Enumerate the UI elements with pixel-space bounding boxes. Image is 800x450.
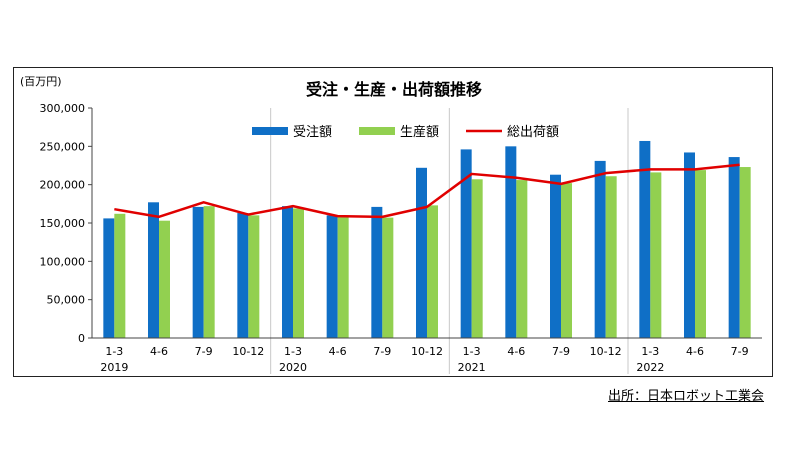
- x-tick-label: 10-12: [411, 345, 443, 358]
- bar-orders: [639, 140, 651, 338]
- bar-orders: [728, 157, 740, 338]
- year-dividers: [270, 108, 629, 374]
- y-tick-label: 50,000: [47, 294, 86, 307]
- x-tick-label: 1-3: [105, 345, 123, 358]
- legend-label: 生産額: [400, 124, 439, 140]
- x-tick-label: 1-3: [284, 345, 302, 358]
- x-tick-label: 7-9: [195, 345, 213, 358]
- x-tick-label: 7-9: [731, 345, 749, 358]
- y-unit-label: (百万円): [20, 75, 62, 88]
- bar-production: [203, 206, 215, 338]
- legend-swatch: [252, 127, 288, 135]
- bars: [103, 140, 751, 338]
- y-tick-label: 100,000: [40, 255, 86, 268]
- bar-orders: [192, 206, 204, 338]
- bar-orders: [237, 213, 249, 338]
- bar-production: [471, 179, 483, 338]
- y-tick-label: 0: [78, 332, 85, 345]
- x-tick-label: 10-12: [590, 345, 622, 358]
- y-tick-label: 250,000: [40, 140, 86, 153]
- chart-frame: (百万円) 受注・生産・出荷額推移 0 50,000 100,000 150,000 2…: [13, 67, 773, 377]
- bar-production: [695, 170, 706, 338]
- chart-title: 受注・生産・出荷額推移: [306, 80, 482, 99]
- bar-orders: [371, 206, 383, 338]
- y-axis-ticks: 0 50,000 100,000 150,000 200,000 250,000 300,0…: [40, 102, 92, 345]
- legend-label: 総出荷額: [507, 125, 559, 140]
- x-tick-label: 7-9: [373, 345, 391, 358]
- bar-production: [561, 183, 572, 338]
- bar-production: [248, 215, 260, 338]
- y-tick-label: 150,000: [40, 217, 86, 230]
- legend-swatch: [359, 127, 395, 135]
- x-tick-label: 1-3: [463, 345, 481, 358]
- x-tick-label: 4-6: [507, 345, 525, 358]
- x-tick-label: 7-9: [552, 345, 570, 358]
- x-tick-label: 4-6: [686, 345, 704, 358]
- bar-orders: [505, 146, 517, 338]
- bar-orders: [550, 174, 561, 338]
- x-tick-label: 10-12: [232, 345, 264, 358]
- y-tick-label: 200,000: [40, 179, 86, 192]
- year-label: 2019: [100, 361, 128, 374]
- x-tick-label: 4-6: [329, 345, 347, 358]
- bar-production: [739, 167, 751, 338]
- bar-production: [159, 220, 170, 338]
- bar-orders: [148, 202, 159, 338]
- x-axis-labels: 1-3 4-6 7-9 10-12 1-3 4-6 7-9 10-12 1-3 4-6 7-9 10-…: [100, 345, 748, 374]
- shipment-line-path: [114, 163, 740, 219]
- bar-production: [382, 217, 394, 338]
- bar-orders: [460, 149, 472, 338]
- legend: 受注額 生産額 総出荷額: [252, 124, 559, 140]
- x-tick-label: 4-6: [150, 345, 168, 358]
- bar-orders: [282, 206, 293, 338]
- bar-production: [293, 208, 304, 338]
- bar-orders: [594, 160, 606, 338]
- bar-production: [516, 180, 528, 338]
- bar-orders: [103, 218, 115, 338]
- y-tick-label: 300,000: [40, 102, 86, 115]
- bar-production: [427, 205, 438, 338]
- year-label: 2022: [636, 361, 664, 374]
- bar-production: [650, 172, 662, 338]
- bar-production: [337, 216, 349, 338]
- bar-production: [605, 176, 617, 338]
- source-note: 出所：日本ロボット工業会: [608, 389, 765, 404]
- x-tick-label: 1-3: [641, 345, 659, 358]
- bar-orders: [416, 167, 427, 338]
- shipment-line: [114, 163, 740, 219]
- bar-orders: [326, 215, 338, 338]
- axes: [91, 108, 762, 339]
- legend-label: 受注額: [293, 125, 332, 140]
- year-label: 2020: [279, 361, 307, 374]
- bar-production: [114, 213, 126, 338]
- bar-orders: [684, 152, 695, 338]
- chart-canvas: (百万円) 受注・生産・出荷額推移 0 50,000 100,000 150,000 2…: [20, 75, 762, 374]
- year-label: 2021: [458, 361, 486, 374]
